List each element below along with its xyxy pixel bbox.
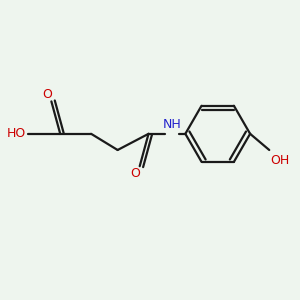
Text: NH: NH: [163, 118, 182, 131]
Text: O: O: [42, 88, 52, 100]
Text: HO: HO: [7, 127, 26, 140]
Text: OH: OH: [271, 154, 290, 166]
Text: O: O: [130, 167, 140, 180]
